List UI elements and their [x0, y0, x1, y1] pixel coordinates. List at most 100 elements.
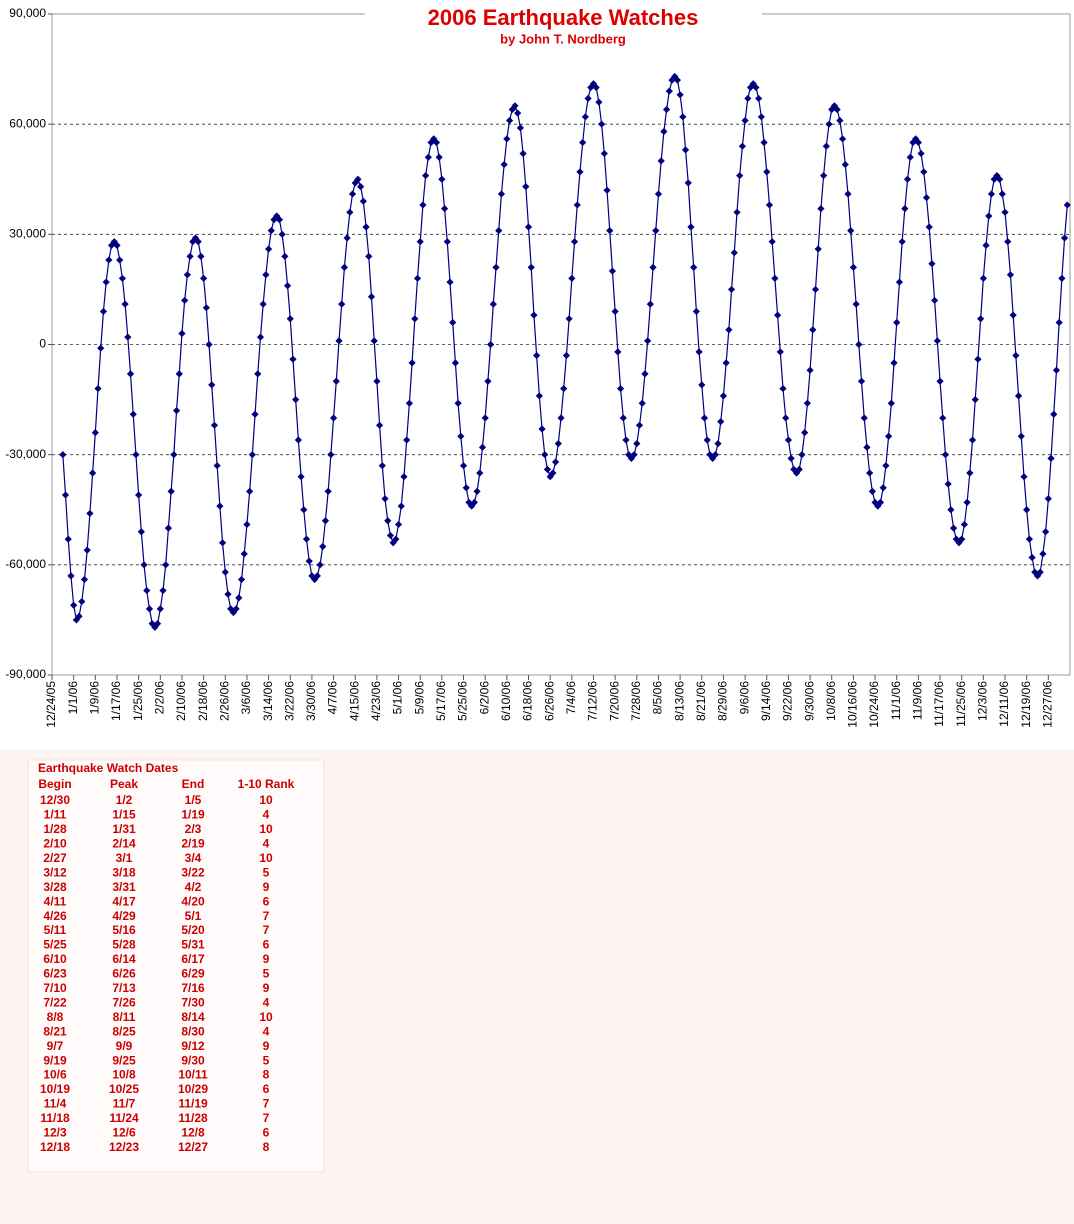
data-point — [646, 300, 654, 308]
data-point — [920, 168, 928, 176]
data-point — [996, 175, 1004, 183]
table-cell: 8/21 — [43, 1024, 67, 1038]
data-point — [779, 384, 787, 393]
data-point — [232, 605, 240, 613]
x-tick-label: 9/6/06 — [737, 681, 751, 715]
table-cell: 2/10 — [43, 837, 67, 851]
data-point — [384, 517, 392, 525]
table-cell: 1/28 — [43, 822, 67, 836]
data-point — [332, 377, 340, 385]
data-point — [1055, 318, 1063, 327]
table-cell: 3/22 — [181, 865, 205, 879]
data-point — [327, 451, 335, 459]
data-point — [660, 127, 668, 136]
table-cell: 12/3 — [43, 1126, 67, 1140]
data-point — [473, 487, 481, 495]
data-point — [573, 201, 581, 209]
data-point — [1036, 568, 1044, 576]
data-point — [857, 377, 866, 385]
data-point — [1063, 201, 1071, 209]
data-point — [898, 238, 906, 246]
data-point — [186, 252, 194, 260]
table-cell: 7 — [263, 1111, 270, 1125]
data-point — [546, 473, 554, 481]
data-point — [481, 414, 489, 422]
data-point — [457, 432, 465, 440]
data-point — [863, 443, 871, 451]
data-point — [470, 498, 478, 507]
data-point — [887, 399, 895, 407]
data-point — [966, 469, 974, 477]
table-cell: 8 — [263, 1140, 270, 1154]
x-tick-label: 11/17/06 — [932, 681, 946, 727]
data-point — [825, 120, 833, 128]
data-point — [1044, 495, 1052, 503]
table-cell: 9/19 — [43, 1053, 67, 1067]
data-point — [581, 113, 589, 121]
table-cell: 10/25 — [109, 1082, 139, 1096]
data-point — [630, 451, 638, 459]
data-point — [958, 535, 966, 543]
data-point — [91, 429, 99, 437]
data-point — [476, 469, 484, 477]
table-cell: 5/25 — [43, 938, 67, 952]
table-cell: 8/11 — [113, 1010, 136, 1024]
data-point — [879, 484, 887, 492]
data-point — [906, 153, 914, 161]
data-point — [576, 168, 584, 176]
data-point — [909, 138, 917, 147]
data-point — [652, 227, 660, 235]
data-point — [451, 359, 460, 367]
data-point — [343, 234, 351, 242]
data-point — [1012, 351, 1020, 360]
data-point — [622, 436, 630, 444]
data-point — [587, 83, 595, 92]
data-point — [746, 83, 755, 92]
data-point — [847, 227, 855, 235]
data-point — [795, 465, 803, 473]
table-cell: 3/18 — [112, 865, 136, 879]
data-point — [113, 241, 121, 249]
data-point — [801, 429, 809, 437]
data-point — [440, 205, 449, 213]
x-tick-label: 9/14/06 — [759, 681, 773, 721]
data-point — [885, 432, 893, 440]
x-tick-label: 10/8/06 — [824, 681, 838, 721]
data-point — [362, 223, 370, 231]
data-point — [971, 395, 979, 404]
table-cell: 5/11 — [44, 923, 67, 937]
x-tick-label: 1/9/06 — [87, 681, 101, 715]
data-point — [300, 506, 308, 514]
data-point — [717, 418, 725, 426]
table-cell: 8/8 — [47, 1010, 64, 1024]
data-point — [1052, 366, 1061, 374]
data-point — [403, 436, 411, 444]
table-cell: 5 — [263, 967, 270, 981]
data-point — [554, 440, 562, 448]
table-cell: 5/16 — [112, 923, 136, 937]
data-point — [251, 410, 259, 418]
data-point — [960, 520, 969, 529]
data-point — [603, 186, 611, 194]
data-point — [698, 381, 706, 389]
y-tick-label: 30,000 — [9, 227, 46, 241]
table-title: Earthquake Watch Dates — [38, 761, 179, 775]
data-point — [213, 462, 221, 470]
x-tick-label: 5/9/06 — [412, 681, 426, 715]
data-point — [868, 487, 876, 495]
table-cell: 5/20 — [181, 923, 205, 937]
data-point — [59, 451, 67, 459]
data-point — [243, 520, 251, 529]
x-tick-label: 12/27/06 — [1041, 681, 1055, 728]
data-point — [446, 278, 454, 286]
data-point — [508, 105, 516, 114]
data-point — [787, 454, 795, 462]
table-cell: 7/22 — [43, 995, 67, 1009]
x-tick-label: 9/22/06 — [781, 681, 795, 721]
data-point — [849, 263, 858, 271]
data-point — [321, 517, 330, 525]
data-point — [308, 572, 316, 580]
data-point — [725, 326, 733, 334]
table-cell: 4/11 — [44, 894, 67, 908]
table-cell: 7 — [263, 923, 270, 937]
